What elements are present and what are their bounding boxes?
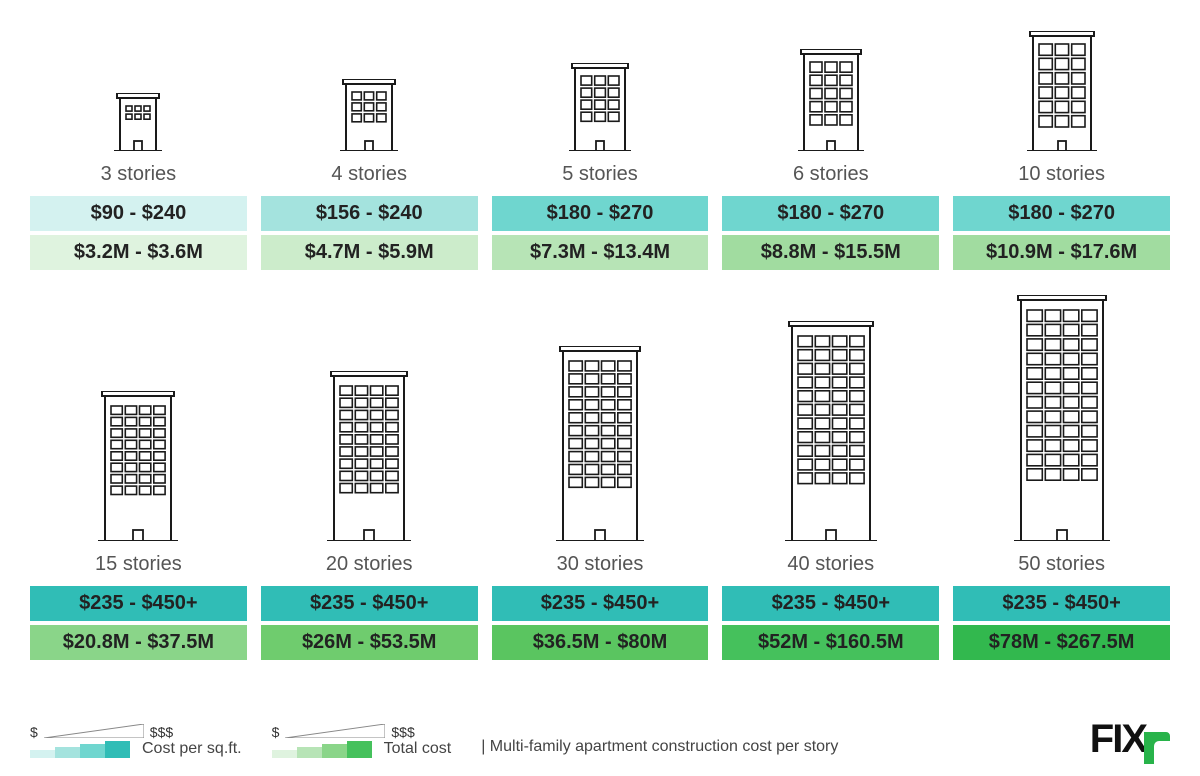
total-cost-bar: $36.5M - $80M xyxy=(492,625,709,660)
legend: $ $$$ Cost per sq.ft. $ $$$ Total cost |… xyxy=(30,724,1170,758)
building-icon-slot xyxy=(492,20,709,151)
building-icon xyxy=(1014,295,1110,541)
building-icon xyxy=(556,346,644,541)
wedge-segment xyxy=(105,741,130,758)
cost-per-sqft-bar: $180 - $270 xyxy=(953,196,1170,231)
stories-label: 4 stories xyxy=(331,163,407,186)
building-icon-slot xyxy=(722,20,939,151)
cost-per-sqft-bar: $235 - $450+ xyxy=(722,586,939,621)
building-card: 15 stories $235 - $450+ $20.8M - $37.5M xyxy=(30,290,247,660)
chart-title: | Multi-family apartment construction co… xyxy=(481,738,838,758)
building-card: 30 stories $235 - $450+ $36.5M - $80M xyxy=(492,290,709,660)
stories-label: 20 stories xyxy=(326,553,413,576)
wedge-outline-icon xyxy=(44,724,144,738)
building-icon xyxy=(569,63,631,151)
logo: FIX xyxy=(1090,717,1170,762)
cost-per-sqft-bar: $180 - $270 xyxy=(492,196,709,231)
total-cost-bar: $78M - $267.5M xyxy=(953,625,1170,660)
building-card: 3 stories $90 - $240 $3.2M - $3.6M xyxy=(30,20,247,270)
legend-total-wedge xyxy=(272,741,372,758)
building-card: 6 stories $180 - $270 $8.8M - $15.5M xyxy=(722,20,939,270)
legend-low-symbol: $ xyxy=(272,724,280,740)
cost-per-sqft-bar: $235 - $450+ xyxy=(261,586,478,621)
stories-label: 40 stories xyxy=(787,553,874,576)
chart-title-text: Multi-family apartment construction cost… xyxy=(490,738,839,755)
wedge-segment xyxy=(55,747,80,758)
wedge-segment xyxy=(30,750,55,758)
building-icon xyxy=(1027,31,1097,151)
legend-sqft-wedge xyxy=(30,741,130,758)
building-icon-slot xyxy=(261,290,478,541)
legend-high-symbol: $$$ xyxy=(150,724,173,740)
stories-label: 10 stories xyxy=(1018,163,1105,186)
building-icon xyxy=(327,371,411,541)
legend-total: $ $$$ Total cost xyxy=(272,724,452,758)
total-cost-bar: $4.7M - $5.9M xyxy=(261,235,478,270)
building-card: 10 stories $180 - $270 $10.9M - $17.6M xyxy=(953,20,1170,270)
wedge-segment xyxy=(272,750,297,758)
building-icon xyxy=(785,321,877,541)
cost-per-sqft-bar: $90 - $240 xyxy=(30,196,247,231)
building-grid-row1: 3 stories $90 - $240 $3.2M - $3.6M 4 sto… xyxy=(30,20,1170,270)
building-card: 5 stories $180 - $270 $7.3M - $13.4M xyxy=(492,20,709,270)
legend-low-symbol: $ xyxy=(30,724,38,740)
building-icon xyxy=(98,391,178,541)
wedge-outline-icon xyxy=(285,724,385,738)
wedge-segment xyxy=(322,744,347,758)
building-icon-slot xyxy=(30,20,247,151)
cost-per-sqft-bar: $156 - $240 xyxy=(261,196,478,231)
building-card: 4 stories $156 - $240 $4.7M - $5.9M xyxy=(261,20,478,270)
total-cost-bar: $10.9M - $17.6M xyxy=(953,235,1170,270)
logo-r-icon xyxy=(1144,732,1170,764)
building-icon-slot xyxy=(492,290,709,541)
building-icon-slot xyxy=(261,20,478,151)
total-cost-bar: $20.8M - $37.5M xyxy=(30,625,247,660)
stories-label: 15 stories xyxy=(95,553,182,576)
stories-label: 50 stories xyxy=(1018,553,1105,576)
building-icon-slot xyxy=(953,290,1170,541)
stories-label: 6 stories xyxy=(793,163,869,186)
cost-per-sqft-bar: $235 - $450+ xyxy=(492,586,709,621)
legend-total-label: Total cost xyxy=(384,740,452,758)
total-cost-bar: $26M - $53.5M xyxy=(261,625,478,660)
wedge-segment xyxy=(297,747,322,758)
building-icon-slot xyxy=(953,20,1170,151)
wedge-segment xyxy=(347,741,372,758)
building-icon xyxy=(798,49,864,151)
cost-per-sqft-bar: $235 - $450+ xyxy=(30,586,247,621)
building-card: 20 stories $235 - $450+ $26M - $53.5M xyxy=(261,290,478,660)
total-cost-bar: $52M - $160.5M xyxy=(722,625,939,660)
total-cost-bar: $7.3M - $13.4M xyxy=(492,235,709,270)
stories-label: 30 stories xyxy=(557,553,644,576)
cost-per-sqft-bar: $235 - $450+ xyxy=(953,586,1170,621)
stories-label: 5 stories xyxy=(562,163,638,186)
total-cost-bar: $3.2M - $3.6M xyxy=(30,235,247,270)
wedge-segment xyxy=(80,744,105,758)
logo-text-black: FIX xyxy=(1090,717,1146,762)
building-icon xyxy=(340,79,398,151)
building-grid-row2: 15 stories $235 - $450+ $20.8M - $37.5M … xyxy=(30,290,1170,660)
stories-label: 3 stories xyxy=(101,163,177,186)
legend-sqft-label: Cost per sq.ft. xyxy=(142,740,242,758)
building-card: 50 stories $235 - $450+ $78M - $267.5M xyxy=(953,290,1170,660)
building-icon-slot xyxy=(30,290,247,541)
legend-high-symbol: $$$ xyxy=(391,724,414,740)
legend-sqft: $ $$$ Cost per sq.ft. xyxy=(30,724,242,758)
total-cost-bar: $8.8M - $15.5M xyxy=(722,235,939,270)
building-icon xyxy=(114,93,162,151)
cost-per-sqft-bar: $180 - $270 xyxy=(722,196,939,231)
building-card: 40 stories $235 - $450+ $52M - $160.5M xyxy=(722,290,939,660)
building-icon-slot xyxy=(722,290,939,541)
